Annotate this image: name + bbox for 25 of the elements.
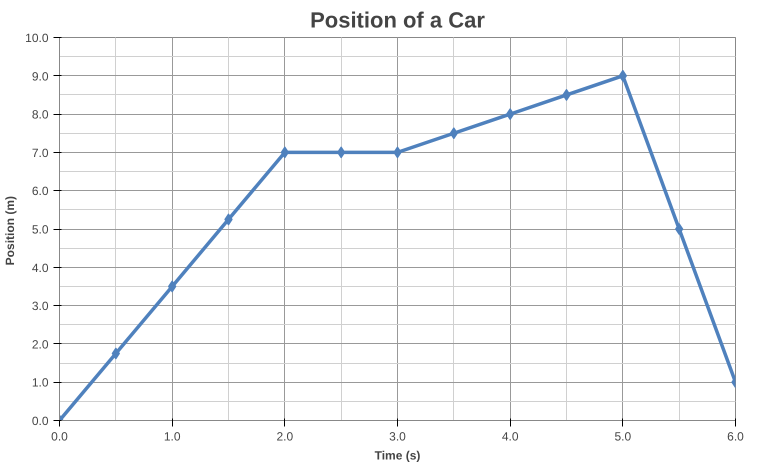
y-tick-label: 8.0 — [32, 108, 49, 122]
x-axis-title: Time (s) — [374, 448, 420, 462]
x-tick-label: 1.0 — [164, 430, 181, 444]
x-tick-label: 3.0 — [389, 430, 406, 444]
y-tick-label: 0.0 — [32, 414, 49, 428]
y-tick-label: 5.0 — [32, 222, 49, 236]
y-tick-label: 9.0 — [32, 69, 49, 84]
y-tick-label: 2.0 — [32, 337, 49, 352]
point — [675, 223, 684, 235]
y-tick-label: 10.0 — [25, 31, 49, 45]
x-tick-label: 0.0 — [51, 430, 68, 444]
y-tick-label: 4.0 — [32, 260, 49, 275]
y-tick-label: 3.0 — [32, 299, 49, 314]
point — [562, 88, 571, 101]
y-axis-title: Position (m) — [3, 196, 18, 266]
x-tick-label: 4.0 — [502, 430, 519, 444]
x-tick-label: 6.0 — [727, 430, 744, 444]
point — [224, 213, 233, 226]
x-tick-label: 2.0 — [276, 430, 294, 444]
chart-title: Position of a Car — [310, 8, 486, 32]
y-tick-label: 7.0 — [32, 146, 49, 160]
y-tick-label: 6.0 — [32, 184, 49, 198]
y-tick-label: 1.0 — [32, 376, 49, 390]
point — [393, 146, 402, 158]
x-tick-label: 5.0 — [614, 430, 632, 444]
